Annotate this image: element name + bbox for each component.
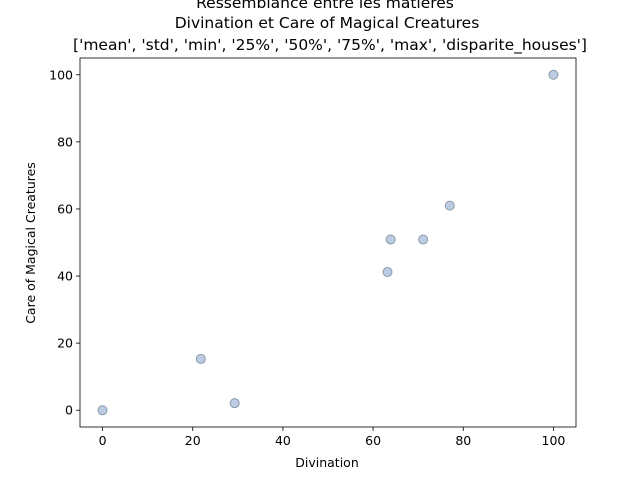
x-tick-label-5: 80 <box>455 433 471 448</box>
data-point-8 <box>548 69 559 80</box>
title-line-3: ['mean', 'std', 'min', '25%', '50%', '75… <box>73 36 587 55</box>
y-tick-label-3: 40 <box>57 269 73 284</box>
data-point-5 <box>385 234 396 245</box>
y-tick-label-5: 80 <box>57 134 73 149</box>
data-point-6 <box>418 234 429 245</box>
y-tick-label-6: 100 <box>49 67 73 82</box>
x-tick-label-2: 20 <box>185 433 201 448</box>
data-point-3 <box>229 398 240 409</box>
title-line-2: Divination et Care of Magical Creatures <box>175 14 480 32</box>
y-tick-label-1: 0 <box>65 403 73 418</box>
data-point-7 <box>444 200 455 211</box>
x-tick-label-6: 100 <box>542 433 566 448</box>
y-axis-label: Care of Magical Creatures <box>23 162 38 324</box>
plot-frame <box>79 57 577 428</box>
x-axis-label: Divination <box>295 455 359 470</box>
data-point-4 <box>382 267 393 278</box>
y-tick-label-4: 60 <box>57 201 73 216</box>
data-point-1 <box>97 405 108 416</box>
chart-title: Ressemblance entre les matières Divinati… <box>73 0 587 55</box>
x-tick-label-4: 60 <box>365 433 381 448</box>
x-tick-label-3: 40 <box>275 433 291 448</box>
x-tick-label-1: 0 <box>99 433 107 448</box>
plot-area: 0 20 40 60 80 100 0 20 40 60 80 100 <box>49 57 577 448</box>
data-point-2 <box>195 353 206 364</box>
title-line-1: Ressemblance entre les matières <box>196 0 454 12</box>
y-tick-label-2: 20 <box>57 336 73 351</box>
